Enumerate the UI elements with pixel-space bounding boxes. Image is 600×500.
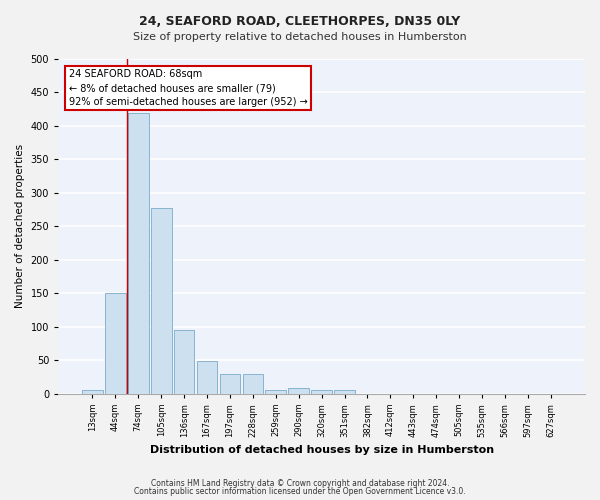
Bar (242, 374, 263, 394)
Text: Contains public sector information licensed under the Open Government Licence v3: Contains public sector information licen… (134, 487, 466, 496)
Bar (289, 388, 309, 394)
Bar (151, 208, 172, 394)
Bar (334, 390, 355, 394)
Bar (311, 390, 332, 394)
Text: Contains HM Land Registry data © Crown copyright and database right 2024.: Contains HM Land Registry data © Crown c… (151, 478, 449, 488)
Bar (105, 294, 125, 394)
Text: Size of property relative to detached houses in Humberston: Size of property relative to detached ho… (133, 32, 467, 42)
Bar (128, 112, 149, 394)
Bar (220, 374, 240, 394)
Y-axis label: Number of detached properties: Number of detached properties (15, 144, 25, 308)
Bar (265, 390, 286, 394)
Bar (174, 330, 194, 394)
X-axis label: Distribution of detached houses by size in Humberston: Distribution of detached houses by size … (149, 445, 494, 455)
Text: 24 SEAFORD ROAD: 68sqm
← 8% of detached houses are smaller (79)
92% of semi-deta: 24 SEAFORD ROAD: 68sqm ← 8% of detached … (69, 69, 307, 107)
Text: 24, SEAFORD ROAD, CLEETHORPES, DN35 0LY: 24, SEAFORD ROAD, CLEETHORPES, DN35 0LY (139, 15, 461, 28)
Bar (82, 390, 103, 394)
Bar (197, 361, 217, 394)
